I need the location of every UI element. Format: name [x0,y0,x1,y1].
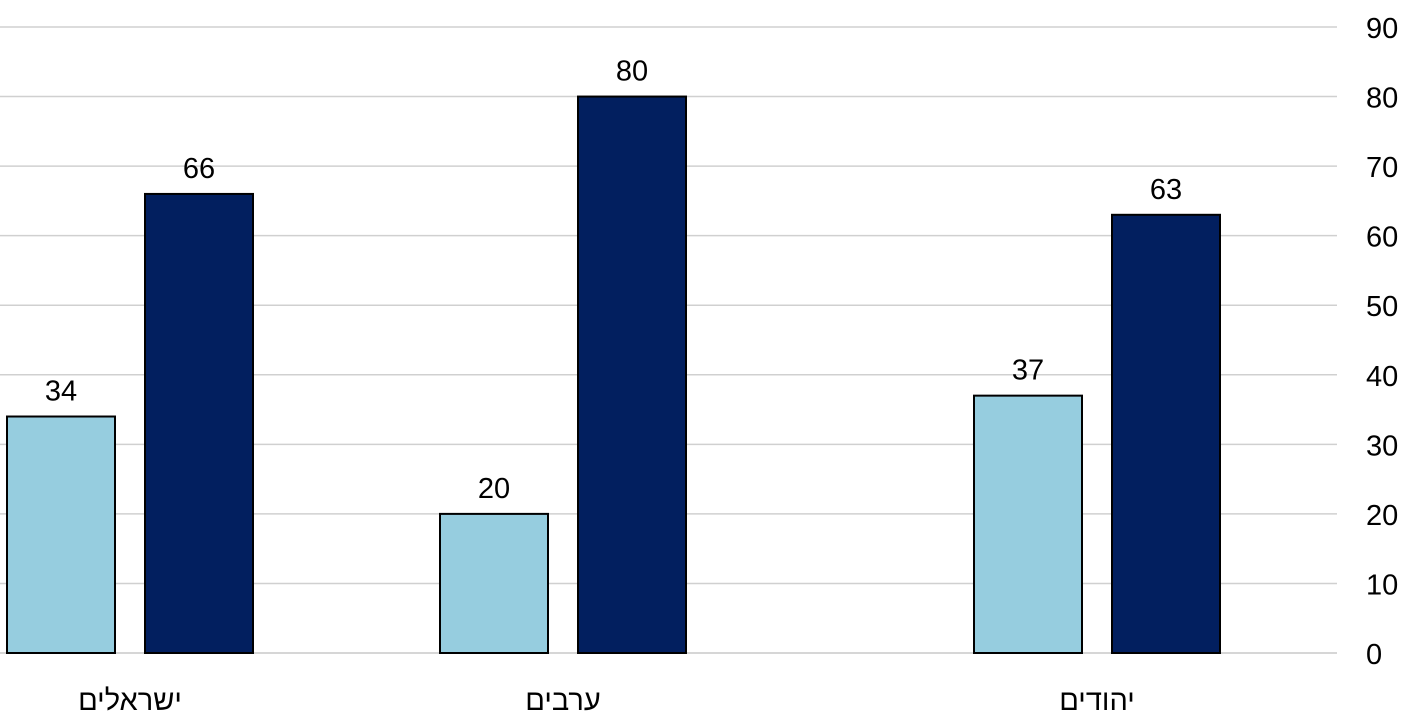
bar-1-series-2 [144,192,254,655]
y-tick-label: 80 [1366,83,1398,115]
y-tick-label: 40 [1366,361,1398,393]
y-tick-label: 20 [1366,500,1398,532]
bar-3-series-2 [1111,213,1221,655]
bars [6,95,1221,655]
y-tick-label: 10 [1366,569,1398,601]
bar-3-series-1 [973,394,1083,654]
data-label: 63 [1150,174,1182,206]
y-tick-label: 50 [1366,291,1398,323]
x-axis-category-labels: ישראלים ערבים יהודים [78,685,1135,717]
y-tick-label: 70 [1366,152,1398,184]
y-tick-label: 60 [1366,222,1398,254]
category-label: יהודים [1059,685,1135,717]
y-tick-label: 0 [1366,639,1382,671]
y-axis-tick-labels: 0 10 20 30 40 50 60 70 80 90 [1366,13,1398,671]
data-label: 37 [1012,355,1044,387]
bar-1-series-1 [6,415,116,654]
data-label: 20 [478,473,510,505]
category-label: ישראלים [78,685,182,717]
bar-2-series-1 [439,512,549,655]
data-label: 80 [616,56,648,88]
y-tick-label: 30 [1366,430,1398,462]
data-label: 66 [183,153,215,185]
y-tick-label: 90 [1366,13,1398,45]
bar-2-series-2 [577,95,687,655]
data-labels: 34 66 20 80 37 63 [45,56,1182,505]
category-label: ערבים [525,685,600,717]
data-label: 34 [45,376,77,408]
